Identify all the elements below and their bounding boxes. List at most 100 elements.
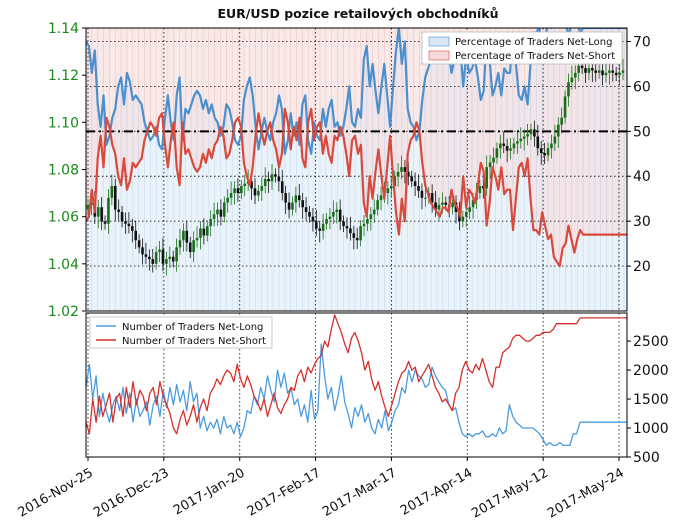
price-candle-body: [434, 202, 437, 210]
price-candle-body: [151, 259, 155, 264]
price-candle-body: [376, 200, 379, 210]
legend-label-net-long-count: Number of Traders Net-Long: [122, 322, 263, 333]
price-candle-body: [192, 240, 195, 253]
left-axis-tick-label: 1.12: [48, 68, 79, 84]
price-candle-body: [379, 195, 383, 201]
price-candle-body: [573, 72, 577, 78]
price-candle-body: [260, 186, 264, 191]
price-candle-body: [468, 207, 471, 212]
price-candle-body: [188, 242, 192, 253]
right-axis-tick-label: 30: [633, 214, 651, 230]
price-candle-body: [577, 65, 581, 73]
price-candle-body: [144, 254, 148, 257]
price-candle-body: [86, 204, 90, 210]
price-candle-body: [96, 207, 100, 217]
net-short-percent-line: [86, 107, 627, 268]
price-candle-body: [495, 148, 499, 158]
chart-title: EUR/USD pozice retailových obchodníků: [217, 6, 498, 21]
bottom-plot-area: [86, 313, 627, 457]
price-candle-body: [546, 148, 550, 156]
price-candle-body: [185, 230, 189, 243]
price-candle-body: [158, 249, 161, 253]
left-axis-tick-label: 1.10: [48, 115, 79, 131]
top-legend-box: [421, 31, 623, 65]
left-axis-tick-label: 1.04: [48, 257, 79, 273]
price-candle-body: [512, 143, 516, 149]
price-candle-body: [594, 70, 598, 73]
price-candle-body: [311, 216, 315, 222]
price-candle-body: [287, 202, 291, 210]
price-candle-body: [280, 181, 284, 194]
bottom-plot-frame: [85, 312, 628, 458]
price-candle-body: [318, 228, 322, 231]
price-candle-body: [464, 211, 468, 217]
price-candle-body: [618, 72, 621, 76]
price-candle-body: [301, 200, 304, 208]
price-candle-body: [270, 174, 274, 182]
price-candle-body: [499, 143, 502, 149]
price-candle-body: [243, 183, 247, 187]
legend-label-net-short: Percentage of Traders Net-Short: [455, 51, 615, 62]
price-candle-body: [386, 188, 390, 194]
price-candle-body: [533, 129, 536, 137]
price-candle-body: [107, 197, 110, 224]
bottom-right-axis-tick-label: 1000: [633, 421, 669, 437]
price-candle-body: [601, 70, 604, 76]
price-candle-body: [403, 167, 407, 172]
price-candle-body: [103, 221, 107, 224]
price-candle-body: [481, 186, 485, 189]
price-candle-body: [587, 68, 591, 73]
price-candle-body: [570, 77, 574, 83]
price-candle-body: [389, 186, 393, 189]
price-candle-body: [597, 70, 601, 73]
price-candle-body: [182, 230, 185, 241]
legend-label-net-short-count: Number of Traders Net-Short: [122, 336, 266, 347]
price-candle-body: [216, 209, 219, 215]
price-candle-body: [529, 129, 533, 135]
price-candle-body: [509, 148, 512, 151]
price-candle-body: [90, 202, 93, 205]
price-candle-body: [502, 143, 506, 146]
price-candle-body: [100, 207, 103, 222]
price-candle-body: [444, 202, 448, 205]
price-candle-body: [137, 240, 141, 248]
price-candle-body: [461, 216, 465, 222]
price-candle-body: [372, 209, 376, 215]
price-candle-body: [536, 136, 540, 149]
net-short-count-line: [86, 314, 627, 435]
price-candle-body: [591, 68, 594, 71]
price-candle-body: [284, 193, 287, 203]
price-candle-body: [130, 226, 134, 231]
price-candle-body: [539, 148, 543, 153]
price-candle-body: [441, 202, 444, 205]
price-candle-body: [349, 228, 352, 234]
bottom-right-axis-tick-label: 500: [633, 450, 660, 466]
price-candle-body: [543, 152, 546, 156]
price-candle-body: [359, 226, 362, 241]
price-candle-body: [332, 211, 335, 217]
price-candle-body: [308, 211, 311, 217]
price-candle-body: [584, 68, 587, 73]
price-candle-body: [250, 181, 253, 189]
price-candle-body: [240, 186, 243, 194]
price-candle-body: [424, 197, 427, 199]
legend-label-net-long: Percentage of Traders Net-Long: [455, 37, 613, 48]
price-candle-body: [110, 186, 114, 198]
right-axis-tick-label: 40: [633, 169, 651, 185]
price-candle-body: [212, 214, 216, 220]
price-candle-body: [526, 134, 529, 137]
price-candle-body: [553, 136, 557, 144]
top-legend: Percentage of Traders Net-Long Percentage…: [421, 31, 623, 65]
right-axis-tick-label: 60: [633, 79, 651, 95]
price-candle-body: [321, 223, 325, 231]
price-candle-body: [417, 186, 420, 191]
price-candle-body: [195, 237, 199, 241]
net-long-count-line: [86, 343, 627, 447]
legend-swatch-net-short: [428, 50, 450, 61]
price-candle-body: [148, 256, 151, 260]
price-candle-body: [117, 209, 120, 212]
price-candle-body: [522, 136, 526, 139]
price-candle-body: [608, 70, 611, 73]
price-candle-body: [519, 138, 523, 142]
price-candle-body: [134, 230, 138, 241]
